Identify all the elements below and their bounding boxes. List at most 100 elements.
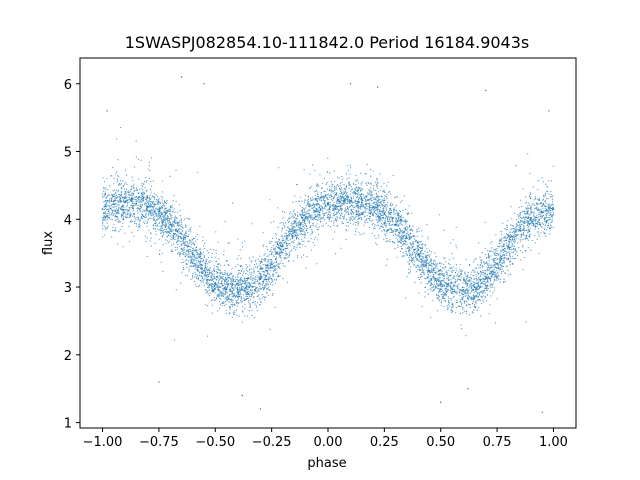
data-point xyxy=(139,223,141,225)
data-point xyxy=(168,240,170,242)
data-point xyxy=(172,200,174,202)
data-point xyxy=(488,254,490,256)
data-point xyxy=(399,239,401,241)
data-point xyxy=(281,230,283,232)
data-point xyxy=(438,299,440,301)
data-point xyxy=(357,205,359,207)
data-point xyxy=(262,259,264,261)
data-point xyxy=(228,242,230,244)
data-point xyxy=(207,283,209,286)
data-point xyxy=(165,223,167,225)
data-point xyxy=(191,251,193,253)
data-point xyxy=(144,181,146,183)
data-point xyxy=(171,222,174,224)
data-point xyxy=(315,189,318,191)
data-point xyxy=(229,293,231,295)
data-point xyxy=(246,279,249,281)
data-point xyxy=(441,288,443,290)
data-point xyxy=(304,223,306,225)
data-point xyxy=(458,301,460,303)
data-point xyxy=(214,287,216,289)
data-point xyxy=(549,207,551,209)
data-point xyxy=(188,218,190,220)
data-point xyxy=(270,250,272,252)
data-point xyxy=(489,290,491,292)
data-point xyxy=(310,238,312,240)
data-point xyxy=(418,278,420,281)
data-point xyxy=(225,309,227,311)
data-point xyxy=(253,282,255,284)
data-point xyxy=(268,264,270,266)
data-point xyxy=(120,200,122,202)
data-point xyxy=(204,278,206,280)
data-point xyxy=(306,202,308,205)
data-point xyxy=(386,223,388,225)
data-point xyxy=(366,182,368,184)
data-point xyxy=(552,165,554,167)
data-point xyxy=(218,279,220,281)
data-point xyxy=(164,211,167,213)
data-point xyxy=(204,265,206,267)
data-point xyxy=(463,300,465,302)
data-point xyxy=(192,252,194,254)
data-point xyxy=(293,233,295,236)
data-point xyxy=(413,241,415,243)
data-point xyxy=(355,179,357,181)
data-point xyxy=(208,273,210,275)
data-point xyxy=(217,266,219,268)
data-point xyxy=(142,211,144,213)
data-point xyxy=(141,203,143,206)
data-point xyxy=(118,175,120,177)
data-point xyxy=(177,253,179,255)
data-point xyxy=(149,217,151,219)
data-point xyxy=(208,295,211,297)
data-point xyxy=(404,226,407,229)
data-point xyxy=(301,240,303,242)
data-point xyxy=(214,292,216,294)
data-point xyxy=(274,306,276,308)
data-point xyxy=(443,279,445,282)
data-point xyxy=(350,200,352,202)
data-point xyxy=(294,221,296,223)
data-point xyxy=(341,189,343,191)
data-point xyxy=(453,283,455,285)
data-point xyxy=(469,284,471,286)
data-point xyxy=(497,253,499,255)
data-point xyxy=(369,216,372,218)
data-point xyxy=(517,225,519,227)
data-point xyxy=(503,254,505,256)
data-point xyxy=(522,239,524,241)
data-point xyxy=(202,265,204,267)
data-point xyxy=(489,264,491,266)
data-point xyxy=(447,263,450,265)
data-point xyxy=(346,198,348,201)
data-point xyxy=(442,297,444,299)
data-point xyxy=(525,207,527,209)
data-point xyxy=(302,254,305,256)
data-point xyxy=(515,226,517,228)
data-point xyxy=(258,285,261,287)
data-point xyxy=(370,220,372,222)
data-point xyxy=(114,203,116,205)
data-point xyxy=(116,205,118,207)
data-point xyxy=(275,241,277,243)
data-point xyxy=(108,212,111,214)
data-point xyxy=(429,316,432,318)
data-point xyxy=(484,296,486,298)
data-point xyxy=(546,229,548,231)
data-point xyxy=(122,180,124,182)
data-point xyxy=(231,290,234,292)
data-point xyxy=(350,216,352,218)
data-point xyxy=(342,203,344,205)
data-point xyxy=(529,172,531,174)
data-point xyxy=(304,217,307,219)
data-point xyxy=(331,209,334,211)
data-point xyxy=(335,193,338,195)
data-point xyxy=(455,226,457,228)
data-point xyxy=(241,301,244,303)
data-point xyxy=(367,199,369,201)
data-point xyxy=(324,212,326,214)
data-point xyxy=(339,208,342,210)
data-point xyxy=(388,212,390,214)
data-point xyxy=(284,227,286,229)
